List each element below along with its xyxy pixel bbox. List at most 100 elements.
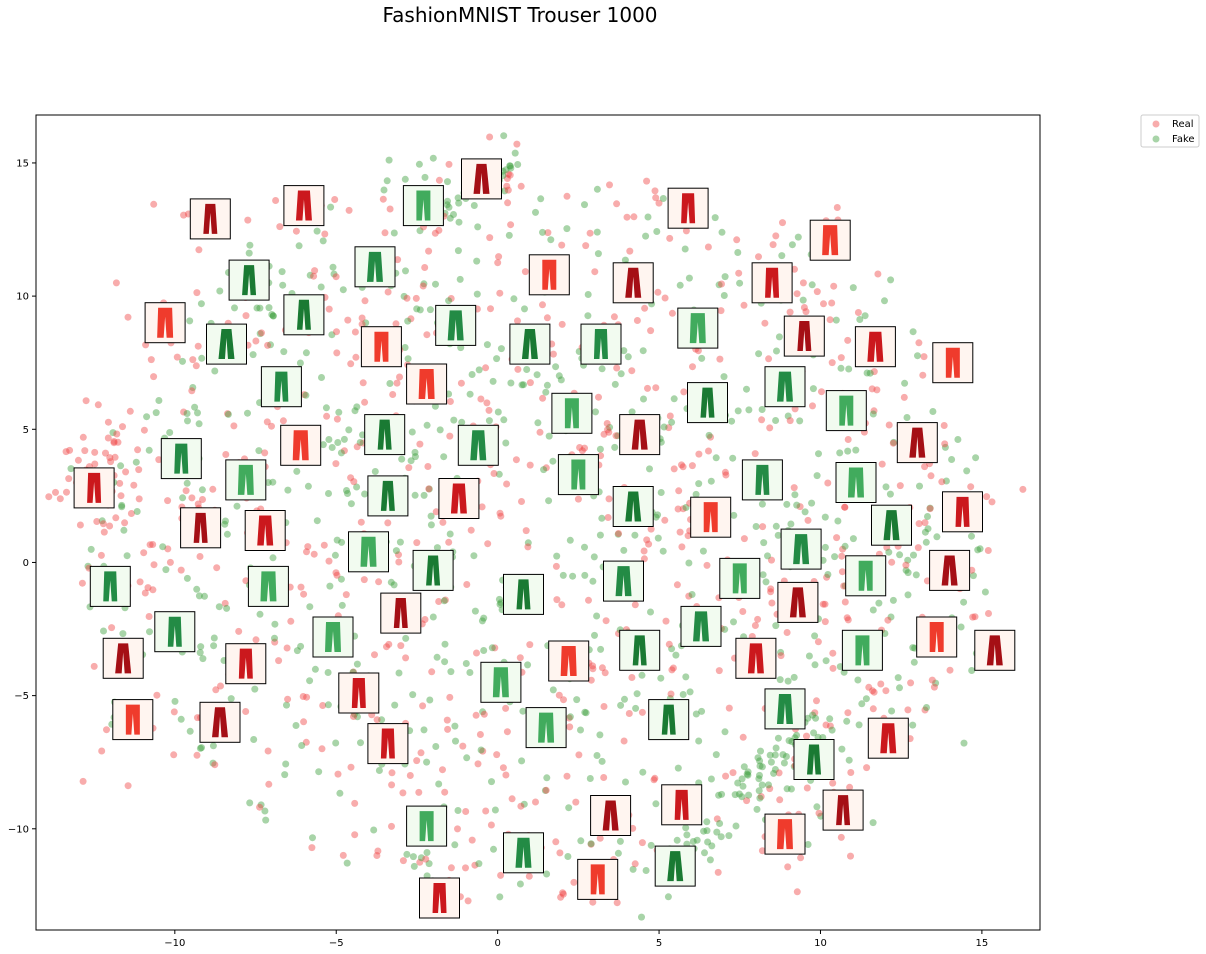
scatter-point-fake xyxy=(752,523,760,530)
scatter-point-fake xyxy=(577,837,585,845)
scatter-point-real xyxy=(652,384,660,392)
scatter-point-real xyxy=(199,496,206,503)
scatter-point-fake xyxy=(357,739,364,747)
trouser-thumbnail-fake xyxy=(228,259,270,301)
scatter-point-real xyxy=(626,247,634,255)
scatter-point-real xyxy=(268,422,275,430)
scatter-point-fake xyxy=(584,291,592,298)
scatter-point-fake xyxy=(629,865,637,873)
scatter-point-real xyxy=(768,599,776,607)
scatter-point-real xyxy=(889,439,897,447)
scatter-point-fake xyxy=(502,439,510,447)
scatter-point-real xyxy=(559,890,567,898)
scatter-point-fake xyxy=(420,726,428,734)
scatter-point-fake xyxy=(782,753,790,760)
trouser-icon xyxy=(661,704,676,735)
scatter-point-fake xyxy=(362,319,370,327)
trouser-thumbnail-real xyxy=(528,254,570,296)
scatter-point-fake xyxy=(425,485,433,493)
y-tick-label: 10 xyxy=(16,292,29,303)
scatter-point-fake xyxy=(264,479,272,486)
scatter-point-real xyxy=(361,297,369,305)
scatter-point-real xyxy=(786,308,794,316)
scatter-point-fake xyxy=(760,539,768,547)
trouser-thumbnail-real xyxy=(225,643,267,685)
scatter-point-fake xyxy=(478,617,486,625)
trouser-icon xyxy=(426,555,441,586)
scatter-point-real xyxy=(522,527,530,535)
scatter-point-real xyxy=(91,460,99,468)
scatter-point-real xyxy=(761,319,769,327)
scatter-point-fake xyxy=(269,554,277,562)
scatter-point-real xyxy=(303,693,311,701)
scatter-point-real xyxy=(396,373,403,381)
scatter-point-fake xyxy=(483,341,491,349)
trouser-icon xyxy=(839,395,854,426)
trouser-icon xyxy=(193,512,208,543)
scatter-point-fake xyxy=(195,592,203,600)
scatter-point-real xyxy=(496,509,504,517)
scatter-point-real xyxy=(638,708,646,716)
scatter-point-real xyxy=(661,294,669,302)
scatter-point-fake xyxy=(721,728,729,736)
scatter-point-real xyxy=(754,615,762,623)
scatter-point-real xyxy=(685,592,693,600)
scatter-point-real xyxy=(605,495,613,503)
scatter-point-real xyxy=(542,464,550,472)
scatter-point-real xyxy=(134,446,142,454)
trouser-icon xyxy=(450,483,467,514)
scatter-point-real xyxy=(388,769,396,777)
scatter-point-fake xyxy=(968,532,975,540)
scatter-point-fake xyxy=(545,432,553,440)
trouser-icon xyxy=(941,555,958,586)
scatter-point-real xyxy=(388,781,396,789)
y-tick-label: 5 xyxy=(23,425,29,436)
scatter-point-fake xyxy=(480,614,488,622)
scatter-point-fake xyxy=(787,785,795,793)
scatter-point-real xyxy=(907,679,915,687)
scatter-point-real xyxy=(79,777,87,785)
scatter-point-fake xyxy=(502,166,510,174)
scatter-point-real xyxy=(446,432,454,440)
scatter-point-fake xyxy=(489,377,497,385)
scatter-point-fake xyxy=(762,578,770,586)
scatter-point-real xyxy=(873,386,881,394)
trouser-thumbnail-fake xyxy=(354,246,396,288)
scatter-point-fake xyxy=(545,497,553,505)
scatter-point-real xyxy=(844,709,852,717)
scatter-point-real xyxy=(333,415,341,423)
scatter-point-real xyxy=(357,518,365,526)
scatter-point-real xyxy=(971,613,979,621)
scatter-point-fake xyxy=(440,453,448,461)
scatter-point-real xyxy=(230,422,238,430)
scatter-point-fake xyxy=(500,416,508,424)
scatter-point-real xyxy=(582,242,590,250)
trouser-icon xyxy=(538,712,555,743)
scatter-point-fake xyxy=(852,446,860,454)
scatter-point-real xyxy=(113,430,121,438)
scatter-point-real xyxy=(558,320,566,328)
scatter-point-fake xyxy=(593,185,601,193)
scatter-point-fake xyxy=(845,365,853,373)
trouser-thumbnail-real xyxy=(438,478,480,519)
scatter-point-real xyxy=(506,171,514,179)
trouser-thumbnail-real xyxy=(283,185,325,227)
scatter-point-real xyxy=(631,860,639,868)
scatter-point-real xyxy=(140,426,148,434)
scatter-point-real xyxy=(645,540,653,548)
trouser-thumbnail-fake xyxy=(406,805,448,847)
scatter-point-real xyxy=(194,500,202,508)
scatter-point-real xyxy=(841,598,849,606)
scatter-point-real xyxy=(623,213,631,221)
scatter-point-real xyxy=(379,195,387,203)
scatter-point-real xyxy=(870,688,878,696)
legend-marker-fake xyxy=(1152,135,1160,143)
trouser-icon xyxy=(602,800,619,831)
scatter-point-real xyxy=(769,241,777,249)
scatter-point-fake xyxy=(557,376,565,384)
scatter-point-real xyxy=(665,424,673,432)
scatter-point-real xyxy=(585,596,592,604)
scatter-point-fake xyxy=(890,438,898,446)
scatter-point-real xyxy=(662,617,670,625)
scatter-point-fake xyxy=(745,791,753,799)
